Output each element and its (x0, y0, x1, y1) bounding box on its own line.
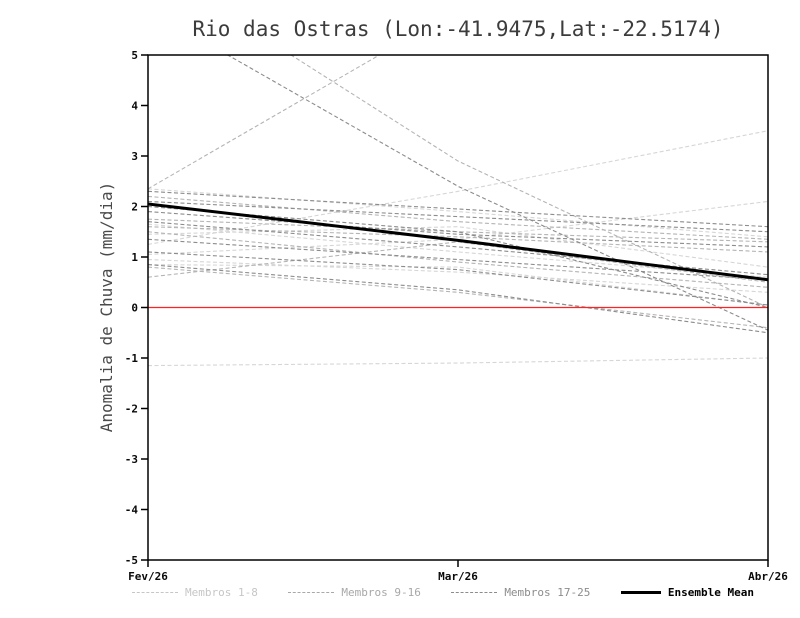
x-tick-label: Abr/26 (748, 570, 788, 583)
member-line (148, 200, 768, 233)
y-tick-label: -1 (125, 352, 139, 365)
x-tick-label: Fev/26 (128, 570, 168, 583)
member-line (226, 55, 768, 331)
member-line (148, 218, 768, 243)
member-line (148, 55, 381, 190)
legend-label: Membros 17-25 (504, 586, 591, 599)
chart-title: Rio das Ostras (Lon:-41.9475,Lat:-22.517… (192, 17, 723, 41)
ensemble-mean-layer (148, 202, 768, 282)
y-tick-label: 3 (131, 150, 138, 163)
member-line (148, 357, 768, 367)
y-tick-label: -5 (125, 554, 138, 567)
y-tick-label: 1 (131, 251, 138, 264)
x-tick-label: Mar/26 (438, 570, 478, 583)
y-tick-label: -2 (125, 403, 138, 416)
legend-item: Ensemble Mean (620, 586, 754, 599)
member-line (148, 251, 768, 306)
member-line (148, 190, 768, 228)
y-tick-label: 5 (131, 49, 138, 62)
legend-line-sample (620, 591, 661, 594)
member-line (148, 266, 768, 329)
ensemble-members-layer (148, 55, 768, 367)
y-tick-label: 0 (131, 302, 138, 315)
axes-layer: -5 -4 -3 -2 -1 0 1 2 3 4 5 Fev/26 Mar/26 Abr/26 (125, 49, 788, 583)
y-axis-label: Anomalia de Chuva (mm/dia) (97, 182, 116, 432)
y-tick-label: 2 (131, 201, 138, 214)
legend-line-sample (132, 592, 178, 593)
y-tick-label: -3 (125, 453, 138, 466)
legend: Membros 1-8 Membros 9-16 Membros 17-25 E… (132, 586, 754, 599)
member-line (148, 130, 768, 245)
legend-item: Membros 9-16 (288, 586, 421, 599)
legend-label: Membros 1-8 (185, 586, 258, 599)
legend-item: Membros 17-25 (451, 586, 590, 599)
member-line (148, 238, 768, 281)
legend-item: Membros 1-8 (132, 586, 258, 599)
legend-line-sample (288, 592, 335, 593)
legend-label: Ensemble Mean (667, 586, 754, 599)
legend-line-sample (451, 592, 498, 593)
y-tick-label: 4 (131, 100, 138, 113)
member-line (148, 226, 768, 253)
member-line (148, 205, 768, 309)
legend-label: Membros 9-16 (341, 586, 421, 599)
y-tick-label: -4 (125, 504, 139, 517)
member-line (290, 55, 768, 308)
member-line (148, 258, 768, 293)
member-line (148, 241, 768, 283)
ensemble-mean-line (148, 202, 768, 282)
